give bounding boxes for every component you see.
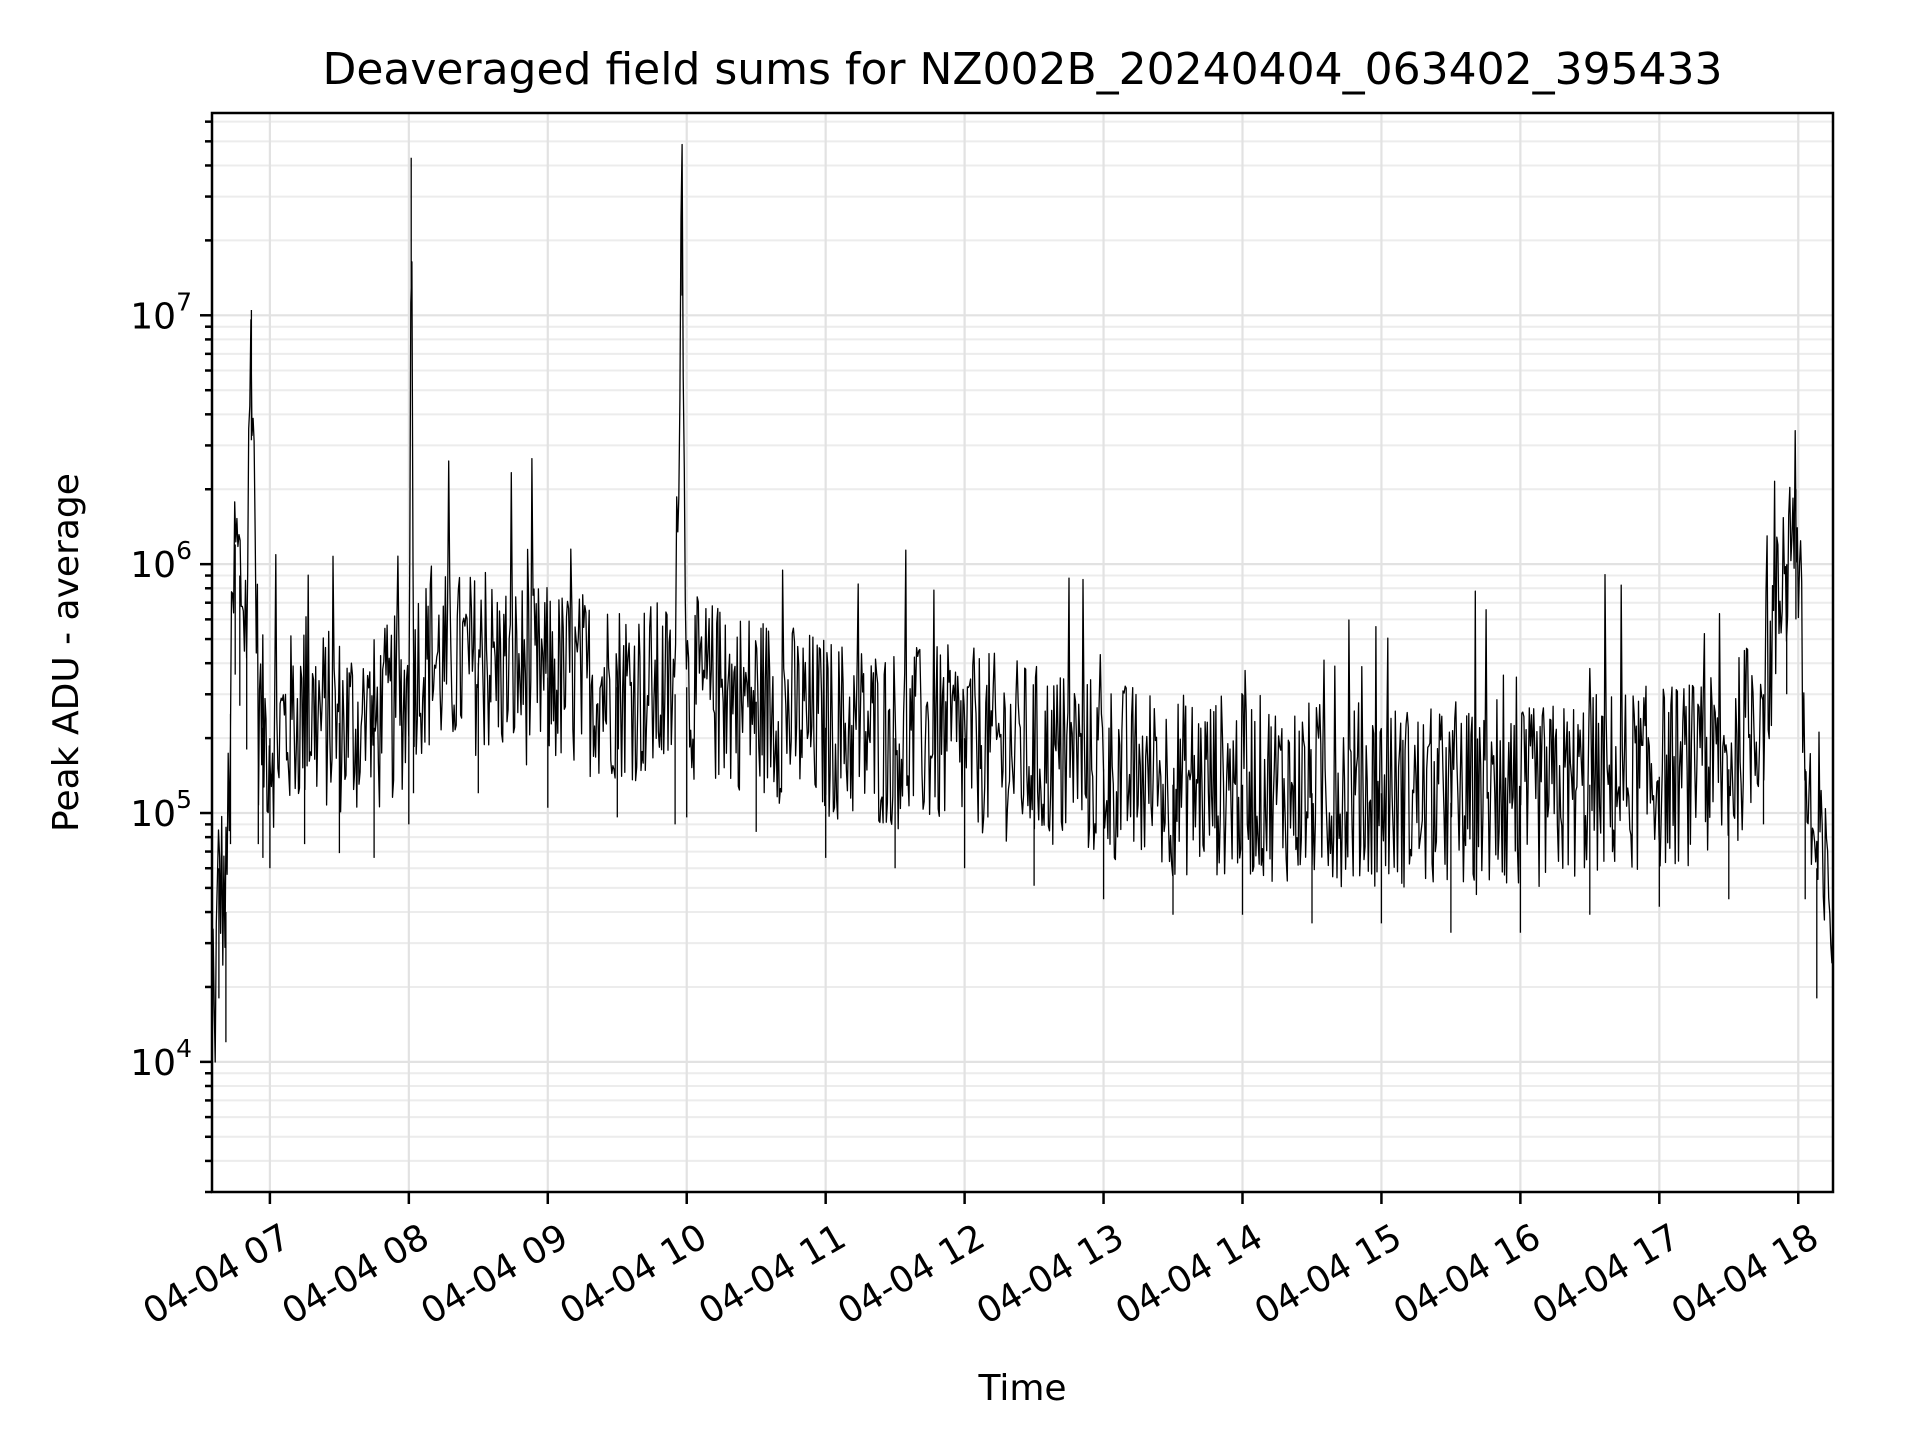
y-tick-label: 107 (130, 287, 192, 337)
chart-title: Deaveraged field sums for NZ002B_2024040… (322, 44, 1722, 95)
y-axis: 104 105 106 107 (130, 120, 212, 1194)
y-tick-label: 104 (130, 1034, 192, 1084)
x-axis-label: Time (977, 1368, 1066, 1409)
y-tick-label: 106 (130, 536, 192, 586)
grid-minor (212, 120, 1833, 1193)
series-line (211, 143, 1834, 1192)
plot-frame (210, 111, 1835, 1194)
series-layer (211, 143, 1834, 1192)
y-tick-label: 105 (130, 785, 192, 835)
y-axis-label: Peak ADU - average (46, 473, 87, 832)
